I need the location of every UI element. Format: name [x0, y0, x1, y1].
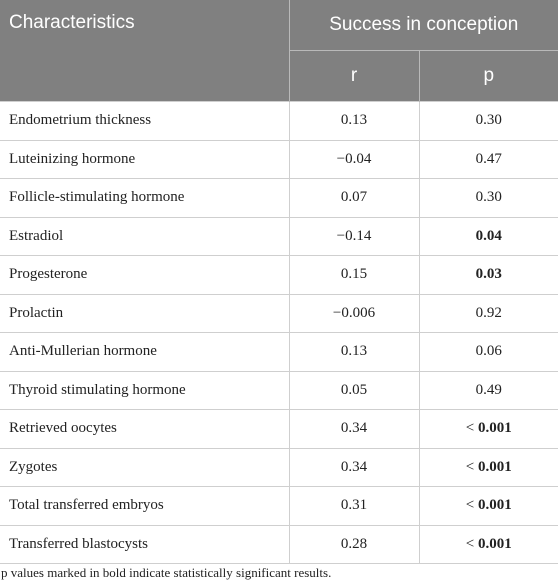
row-characteristic-label: Transferred blastocysts: [0, 524, 290, 564]
row-p-value: 0.30: [418, 101, 558, 141]
row-r-value: 0.05: [288, 370, 420, 410]
row-r-value: 0.31: [288, 486, 420, 526]
table-row: Anti-Mullerian hormone 0.13 0.06: [0, 332, 558, 372]
row-characteristic-label: Estradiol: [0, 216, 290, 256]
header-success-in-conception: Success in conception: [289, 0, 558, 51]
table-header-row: Characteristics Success in conception: [0, 0, 558, 102]
p-value: 0.49: [475, 381, 502, 398]
p-value-significant: 0.03: [475, 266, 502, 283]
row-p-value: < 0.001: [418, 409, 558, 449]
row-p-value: 0.49: [418, 370, 558, 410]
table-row: Thyroid stimulating hormone 0.05 0.49: [0, 370, 558, 410]
p-value-prefix: <: [465, 420, 478, 437]
p-value: 0.06: [475, 343, 502, 360]
correlation-table: Characteristics Success in conception r …: [0, 0, 558, 564]
table-subheader-row: r p: [0, 50, 558, 102]
p-value-significant: 0.04: [475, 227, 502, 244]
table-row: Follicle-stimulating hormone 0.07 0.30: [0, 178, 558, 218]
table-row: Progesterone 0.15 0.03: [0, 255, 558, 295]
row-characteristic-label: Follicle-stimulating hormone: [0, 178, 290, 218]
row-r-value: −0.04: [288, 139, 420, 179]
table-footnote: p values marked in bold indicate statist…: [1, 565, 332, 580]
row-characteristic-label: Total transferred embryos: [0, 486, 290, 526]
row-p-value: < 0.001: [418, 447, 558, 487]
row-characteristic-label: Progesterone: [0, 255, 290, 295]
p-value-prefix: <: [465, 497, 478, 514]
table-row: Estradiol −0.14 0.04: [0, 216, 558, 256]
row-r-value: 0.07: [288, 178, 420, 218]
row-r-value: 0.34: [288, 409, 420, 449]
table-row: Transferred blastocysts 0.28 < 0.001: [0, 524, 558, 564]
row-p-value: < 0.001: [418, 524, 558, 564]
row-r-value: 0.13: [288, 332, 420, 372]
row-characteristic-label: Thyroid stimulating hormone: [0, 370, 290, 410]
table-row: Total transferred embryos 0.31 < 0.001: [0, 486, 558, 526]
p-value-prefix: <: [465, 458, 478, 475]
p-value-significant: 0.001: [477, 420, 512, 437]
p-value-significant: 0.001: [477, 497, 512, 514]
row-characteristic-label: Prolactin: [0, 293, 290, 333]
header-p: p: [419, 50, 558, 102]
header-r: r: [289, 50, 420, 102]
table-row: Retrieved oocytes 0.34 < 0.001: [0, 409, 558, 449]
p-value-significant: 0.001: [477, 535, 512, 552]
row-p-value: < 0.001: [418, 486, 558, 526]
row-r-value: 0.28: [288, 524, 420, 564]
row-r-value: −0.006: [288, 293, 420, 333]
row-characteristic-label: Zygotes: [0, 447, 290, 487]
row-characteristic-label: Endometrium thickness: [0, 101, 290, 141]
row-characteristic-label: Retrieved oocytes: [0, 409, 290, 449]
p-value: 0.30: [475, 189, 502, 206]
row-p-value: 0.06: [418, 332, 558, 372]
row-p-value: 0.30: [418, 178, 558, 218]
table-row: Luteinizing hormone −0.04 0.47: [0, 139, 558, 179]
table-body: Endometrium thickness 0.13 0.30 Luteinizing…: [0, 101, 558, 564]
table-row: Prolactin −0.006 0.92: [0, 293, 558, 333]
p-value-prefix: <: [465, 535, 478, 552]
header-characteristics: Characteristics: [0, 0, 290, 102]
row-r-value: 0.13: [288, 101, 420, 141]
row-p-value: 0.04: [418, 216, 558, 256]
row-p-value: 0.92: [418, 293, 558, 333]
row-p-value: 0.03: [418, 255, 558, 295]
row-r-value: 0.15: [288, 255, 420, 295]
p-value: 0.92: [475, 304, 502, 321]
p-value-significant: 0.001: [477, 458, 512, 475]
row-characteristic-label: Luteinizing hormone: [0, 139, 290, 179]
table-row: Zygotes 0.34 < 0.001: [0, 447, 558, 487]
row-characteristic-label: Anti-Mullerian hormone: [0, 332, 290, 372]
row-r-value: 0.34: [288, 447, 420, 487]
row-p-value: 0.47: [418, 139, 558, 179]
table-row: Endometrium thickness 0.13 0.30: [0, 101, 558, 141]
p-value: 0.30: [475, 112, 502, 129]
row-r-value: −0.14: [288, 216, 420, 256]
p-value: 0.47: [475, 150, 502, 167]
